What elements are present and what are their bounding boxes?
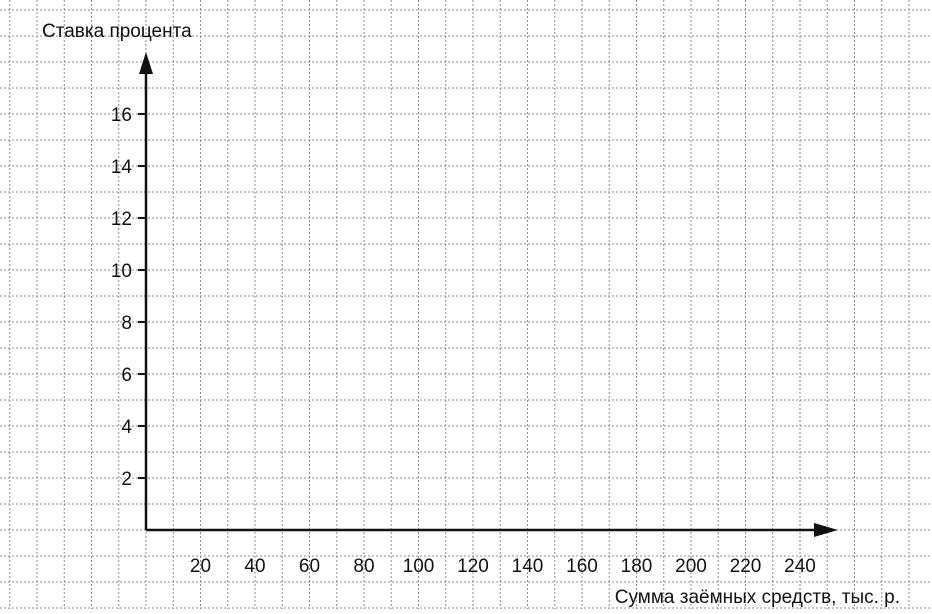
x-tick-label: 20: [190, 556, 211, 577]
x-axis-arrow: [814, 523, 838, 537]
x-tick-label: 140: [512, 556, 544, 577]
x-tick-label: 60: [299, 556, 320, 577]
y-axis-arrow: [139, 52, 153, 74]
x-tick-label: 240: [784, 556, 816, 577]
x-tick-label: 160: [566, 556, 598, 577]
axes-layer: [139, 52, 838, 537]
x-tick-label: 220: [730, 556, 762, 577]
x-axis-title: Сумма заёмных средств, тыс. р.: [615, 587, 900, 608]
y-tick-label: 8: [121, 313, 132, 334]
y-tick-label: 6: [121, 365, 132, 386]
x-tick-label: 180: [621, 556, 653, 577]
x-tick-label: 120: [457, 556, 489, 577]
y-tick-label: 12: [111, 209, 132, 230]
y-tick-label: 4: [121, 417, 132, 438]
y-axis-title: Ставка процента: [42, 21, 192, 42]
x-tick-label: 40: [244, 556, 265, 577]
x-tick-label: 200: [675, 556, 707, 577]
y-tick-label: 10: [111, 261, 132, 282]
y-tick-label: 14: [111, 157, 133, 178]
x-tick-label: 80: [353, 556, 374, 577]
y-tick-label: 16: [111, 105, 132, 126]
y-tick-label: 2: [121, 469, 132, 490]
x-tick-label: 100: [403, 556, 435, 577]
ticks-layer: 2 4 6 8 10 12 14 16 20 40 60 80 100 120 140 160 180 200 22…: [111, 105, 816, 577]
